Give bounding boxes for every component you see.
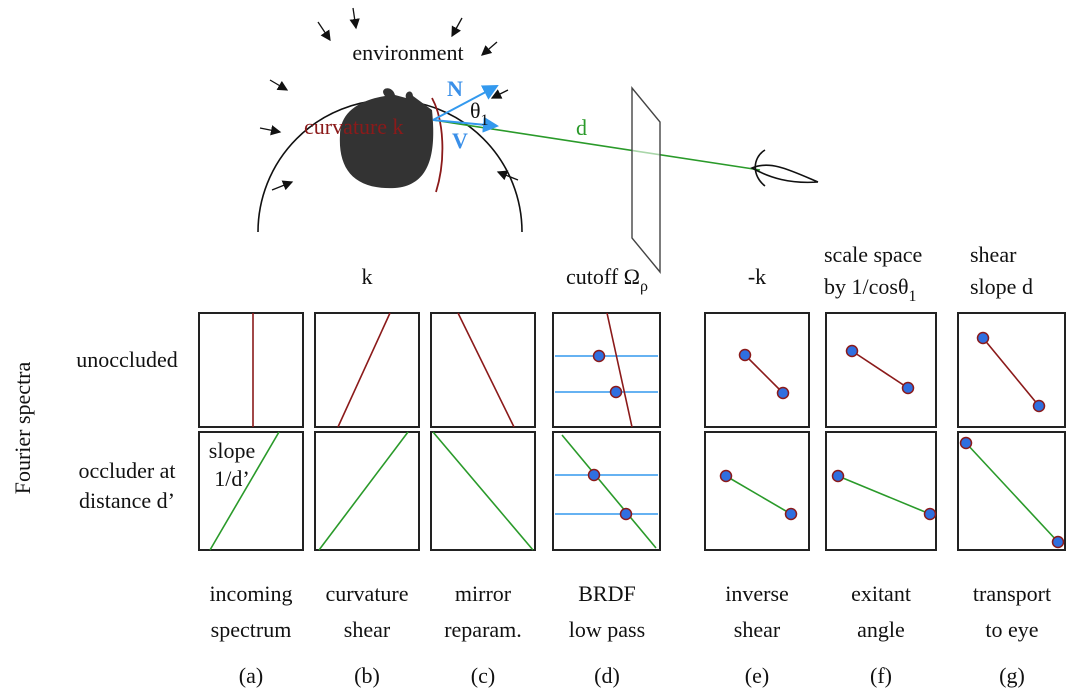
row-label: unoccluded [76,347,177,372]
slope-label: 1/d’ [214,466,249,491]
text-part: slope d [970,274,1033,299]
curvature-label: curvature k [304,114,404,139]
column-header: scale space [824,242,922,267]
column-header: by 1/cosθ1 [824,274,916,305]
normal-label: N [447,76,463,101]
scene: environment N θ1 curvature k V d [258,8,818,272]
image-plane [632,88,660,272]
column-header: -k [748,264,766,289]
panel-letter: (d) [594,663,620,688]
caption: angle [857,617,905,642]
caption: curvature [325,581,408,606]
axis-label: Fourier spectra [10,361,35,494]
surface-curve [432,98,442,192]
panel-letter: (b) [354,663,380,688]
text-part: k [362,264,373,289]
panel-letter: (c) [471,663,495,688]
caption: spectrum [211,617,292,642]
column-header: shear [970,242,1017,267]
text-part: by 1/cosθ [824,274,908,299]
text-part: θ [470,98,481,123]
subscript: 1 [908,288,916,305]
text-part: shear [970,242,1017,267]
panels [199,313,1065,550]
eye [752,165,818,182]
caption: transport [973,581,1051,606]
panel-letter: (g) [999,663,1025,688]
text-part: cutoff Ω [566,264,640,289]
caption: low pass [569,617,645,642]
caption: reparam. [444,617,522,642]
caption: exitant [851,581,911,606]
caption: shear [734,617,781,642]
panel-letter: (a) [239,663,263,688]
column-header: slope d [970,274,1033,299]
view-label: V [452,128,468,153]
distance-label: d [576,115,587,140]
column-header: cutoff Ωρ [566,264,648,295]
panel-letter: (f) [870,663,892,688]
eyelid [755,150,765,186]
caption: incoming [209,581,292,606]
panel-letter: (e) [745,663,769,688]
subscript: 1 [481,112,489,129]
figure: environment N θ1 curvature k V d Fourier… [0,0,1073,694]
column-header: k [362,264,373,289]
row-label: occluder at [78,458,175,483]
subscript: ρ [640,278,648,295]
row-label: distance d’ [79,488,175,513]
caption: inverse [725,581,789,606]
text-part: -k [748,264,766,289]
environment-label: environment [352,40,463,65]
caption: to eye [985,617,1038,642]
text-part: scale space [824,242,922,267]
caption: mirror [455,581,512,606]
caption: BRDF [578,581,635,606]
caption: shear [344,617,391,642]
slope-label: slope [209,438,255,463]
